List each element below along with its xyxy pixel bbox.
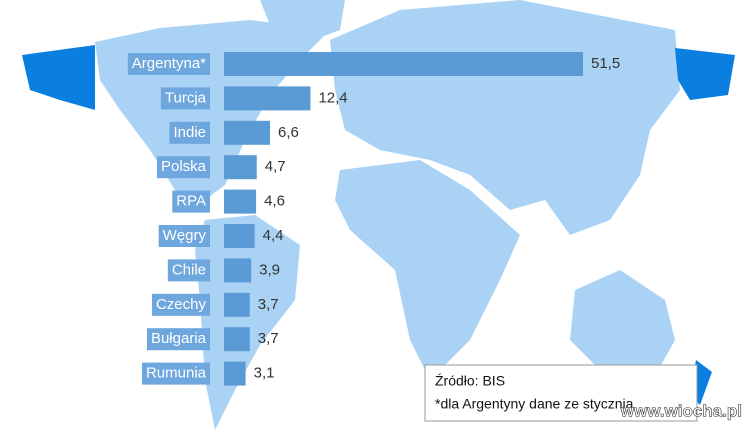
value-label: 51,5 — [591, 55, 620, 72]
category-label-bg — [158, 225, 210, 247]
category-label: Bułgaria — [151, 330, 207, 347]
category-label: Czechy — [156, 296, 207, 313]
note-box — [424, 364, 698, 422]
category-label: Argentyna* — [132, 55, 206, 72]
category-label-bg — [151, 293, 210, 316]
category-label-bg — [172, 190, 210, 213]
category-label-bg — [146, 328, 210, 351]
bar — [224, 292, 250, 317]
value-label: 3,7 — [258, 296, 279, 313]
greenland — [260, 0, 345, 45]
bar — [224, 86, 311, 111]
value-label: 4,6 — [264, 193, 285, 210]
bar — [224, 224, 255, 248]
bars: Argentyna* 51,5 Turcja 12,4 Indie 6,6 Polska 4,… — [127, 52, 620, 386]
footnote: *dla Argentyny dane ze stycznia — [435, 396, 634, 412]
value-label: 4,7 — [265, 158, 286, 175]
watermark: www.wiocha.pl — [620, 401, 742, 420]
category-label: RPA — [176, 193, 206, 210]
value-label: 12,4 — [318, 89, 347, 106]
category-label-bg — [127, 53, 210, 75]
category-label: Polska — [161, 158, 207, 175]
bar — [224, 361, 246, 386]
bar — [224, 52, 583, 76]
category-label: Turcja — [165, 89, 207, 106]
category-label: Rumunia — [146, 365, 207, 382]
bar — [224, 327, 250, 352]
alaska — [22, 45, 95, 110]
africa — [335, 160, 520, 380]
value-label: 3,9 — [259, 261, 280, 278]
value-label: 4,4 — [263, 227, 284, 244]
category-label-bg — [167, 259, 210, 282]
value-label: 3,7 — [258, 330, 279, 347]
category-label: Chile — [172, 261, 206, 278]
south-america — [195, 215, 300, 430]
australia — [570, 270, 675, 385]
bar — [224, 155, 257, 180]
bar — [224, 189, 257, 214]
russia-east — [675, 48, 735, 100]
category-label-bg — [141, 362, 210, 385]
category-label: Indie — [173, 124, 206, 141]
bar — [224, 258, 252, 283]
category-label-bg — [169, 121, 210, 144]
value-label: 6,6 — [278, 124, 299, 141]
source-note: Źródło: BIS — [435, 373, 505, 389]
category-label-bg — [156, 156, 210, 179]
bar — [224, 120, 271, 145]
value-label: 3,1 — [254, 365, 275, 382]
category-label-bg — [160, 87, 210, 110]
category-label: Węgry — [163, 227, 207, 244]
